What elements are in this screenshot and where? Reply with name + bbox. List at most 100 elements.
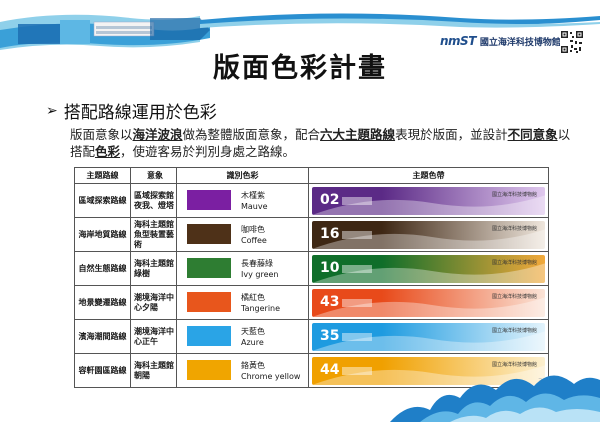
color-swatch [187,258,231,278]
para-highlight: 六大主題路線 [320,127,396,142]
table-row: 容軒園區路線 海科主題館朝陽 鉻黃色 Chrome yellow 44 國立海洋… [74,353,549,388]
theme-strip: 16 國立海洋科技博物館 [312,220,545,249]
color-name-en: Ivy green [241,270,279,279]
strip-logo-text: 國立海洋科技博物館 [491,327,537,334]
theme-strip: 44 國立海洋科技博物館 [312,356,545,385]
logo-text: 國立海洋科技博物館 [479,37,561,48]
strip-number: 10 [320,259,340,276]
color-name-zh: 木槿紫 [241,191,265,200]
col-header-route: 主題路線 [74,167,131,184]
arrow-bullet-icon: ➢ [46,102,58,119]
strip-wave-graphic [312,262,545,283]
strip-number: 43 [320,293,340,310]
color-name: 木槿紫 Mauve [241,190,268,212]
wave-decoration [390,375,600,422]
strip-wave-graphic [312,364,545,385]
table-header-row: 主題路線 意象 識別色彩 主題色帶 [74,167,549,184]
table-row: 自然生態路線 海科主題館綠樹 長春藤綠 Ivy green 10 國立海洋科技博… [74,251,549,286]
table-row: 濱海潮間路線 潮境海洋中心正午 天藍色 Azure 35 國立海洋科技博物館 [74,319,549,354]
color-swatch [187,360,231,380]
bullet-heading: ➢ 搭配路線運用於色彩 [46,98,217,124]
color-cell: 咖啡色 Coffee [176,217,309,252]
imagery-text: 海科主題館魚型裝置藝術 [130,217,177,252]
table-row: 地景變遷路線 潮境海洋中心夕陽 橘紅色 Tangerine 43 國立海洋科技博… [74,285,549,320]
para-text: 版面意象以 [70,127,133,142]
imagery-text: 海科主題館綠樹 [130,251,177,286]
theme-strip: 43 國立海洋科技博物館 [312,288,545,317]
para-text: 表現於版面，並設計 [395,127,508,142]
strip-logo-text: 國立海洋科技博物館 [491,225,537,232]
color-name-en: Coffee [241,236,267,245]
theme-strip: 10 國立海洋科技博物館 [312,254,545,283]
color-name-en: Tangerine [241,304,281,313]
color-cell: 長春藤綠 Ivy green [176,251,309,286]
color-name-zh: 咖啡色 [241,225,265,234]
color-name: 長春藤綠 Ivy green [241,258,278,280]
strip-wave-graphic [312,194,545,215]
para-text: ，使遊客易於判別身處之路線。 [120,144,296,159]
theme-strip-cell: 43 國立海洋科技博物館 [308,285,549,320]
color-name: 橘紅色 Tangerine [241,292,280,314]
route-name: 地景變遷路線 [74,285,131,320]
theme-strip-cell: 10 國立海洋科技博物館 [308,251,549,286]
color-name: 天藍色 Azure [241,326,265,348]
strip-logo-text: 國立海洋科技博物館 [491,361,537,368]
strip-wave-graphic [312,228,545,249]
color-swatch [187,326,231,346]
intro-paragraph: 版面意象以海洋波浪做為整體版面意象，配合六大主題路線表現於版面，並設計不同意象以… [70,126,580,160]
color-name-en: Azure [241,338,264,347]
strip-number: 02 [320,191,340,208]
route-name: 海岸地質路線 [74,217,131,252]
color-name-zh: 長春藤綠 [241,259,273,268]
color-cell: 木槿紫 Mauve [176,183,309,218]
qr-code-icon [560,30,584,54]
color-swatch [187,224,231,244]
bullet-text: 搭配路線運用於色彩 [63,103,217,123]
logo-mark: nmST [440,34,476,48]
col-header-imagery: 意象 [130,167,177,184]
color-cell: 橘紅色 Tangerine [176,285,309,320]
color-name: 鉻黃色 Chrome yellow [241,360,300,382]
page-title: 版面色彩計畫 [213,53,387,84]
para-highlight: 海洋波浪 [132,127,183,142]
theme-strip-cell: 35 國立海洋科技博物館 [308,319,549,354]
strip-logo-text: 國立海洋科技博物館 [491,191,537,198]
color-name-en: Chrome yellow [241,372,301,381]
theme-strip-cell: 16 國立海洋科技博物館 [308,217,549,252]
theme-strip: 35 國立海洋科技博物館 [312,322,545,351]
color-cell: 鉻黃色 Chrome yellow [176,353,309,388]
para-text: 做為整體版面意象，配合 [182,127,321,142]
col-header-color: 識別色彩 [176,167,309,184]
color-swatch [187,190,231,210]
imagery-text: 潮境海洋中心夕陽 [130,285,177,320]
para-text: 以搭配 [70,127,571,159]
strip-number: 16 [320,225,340,242]
strip-logo-text: 國立海洋科技博物館 [491,293,537,300]
strip-logo-text: 國立海洋科技博物館 [491,259,537,266]
color-name-zh: 天藍色 [241,327,265,336]
theme-strip: 02 國立海洋科技博物館 [312,186,545,215]
color-cell: 天藍色 Azure [176,319,309,354]
strip-wave-graphic [312,296,545,317]
color-swatch [187,292,231,312]
color-name-zh: 鉻黃色 [241,361,265,370]
color-name: 咖啡色 Coffee [241,224,267,246]
route-name: 濱海潮間路線 [74,319,131,354]
imagery-text: 潮境海洋中心正午 [130,319,177,354]
museum-logo: nmST 國立海洋科技博物館 [440,34,561,48]
route-name: 自然生態路線 [74,251,131,286]
table-row: 區域探索路線 區域探索館夜我、燈塔 木槿紫 Mauve 02 國立海洋科技博物館 [74,183,549,218]
theme-strip-cell: 02 國立海洋科技博物館 [308,183,549,218]
strip-number: 44 [320,361,340,378]
para-highlight: 色彩 [95,144,121,159]
route-name: 容軒園區路線 [74,353,131,388]
imagery-text: 區域探索館夜我、燈塔 [130,183,177,218]
color-plan-table: 主題路線 意象 識別色彩 主題色帶 區域探索路線 區域探索館夜我、燈塔 木槿紫 … [74,167,549,388]
col-header-theme-strip: 主題色帶 [308,167,549,184]
imagery-text: 海科主題館朝陽 [130,353,177,388]
color-name-zh: 橘紅色 [241,293,265,302]
route-name: 區域探索路線 [74,183,131,218]
strip-wave-graphic [312,330,545,351]
para-highlight: 不同意象 [507,127,558,142]
strip-number: 35 [320,327,340,344]
